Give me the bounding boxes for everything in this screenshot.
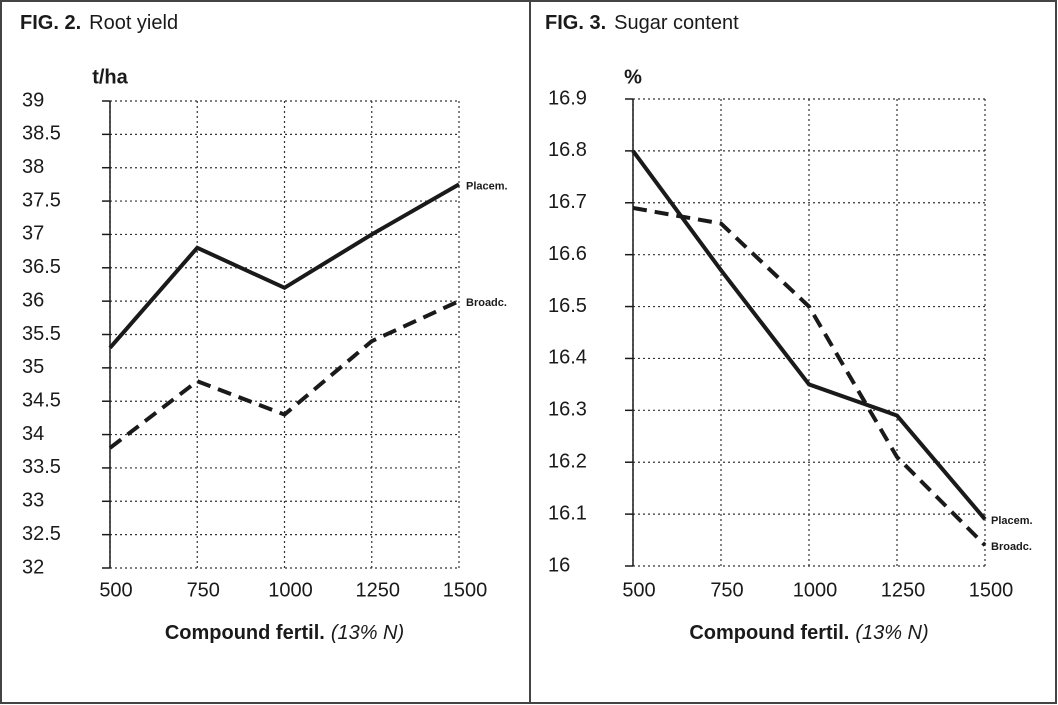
y-tick-label: 35 — [22, 356, 44, 378]
series-label: Broadc. — [991, 541, 1032, 553]
y-tick-label: 32.5 — [22, 523, 61, 545]
x-tick-label: 500 — [99, 579, 132, 601]
series-line — [631, 149, 987, 521]
y-tick-label: 36 — [22, 289, 44, 311]
fig-label: FIG. 2. — [20, 12, 81, 34]
x-axis-label: Compound fertil. (13% N) — [689, 622, 928, 644]
x-tick-label: 750 — [710, 579, 743, 601]
fig-label: FIG. 3. — [545, 12, 606, 34]
y-tick-label: 16.3 — [548, 399, 587, 421]
title-text: Sugar content — [614, 12, 739, 34]
x-axis-label-note: (13% N) — [855, 622, 928, 644]
y-tick-label: 16 — [548, 554, 570, 576]
y-tick-label: 37 — [22, 223, 44, 245]
y-tick-label: 16.1 — [548, 502, 587, 524]
y-tick-label: 34.5 — [22, 389, 61, 411]
series-label: Placem. — [991, 515, 1033, 527]
y-axis-label: t/ha — [92, 66, 128, 88]
y-tick-label: 38.5 — [22, 123, 61, 145]
series-line — [632, 205, 987, 547]
series-line — [108, 182, 460, 350]
x-axis-label-main: Compound fertil. — [689, 622, 849, 644]
y-tick-label: 33.5 — [22, 456, 61, 478]
y-tick-label: 16.5 — [548, 295, 587, 317]
x-tick-label: 1500 — [443, 579, 488, 601]
y-tick-label: 16.2 — [548, 451, 587, 473]
x-tick-label: 1250 — [881, 579, 926, 601]
x-tick-label: 1000 — [268, 579, 313, 601]
y-tick-label: 16.8 — [548, 139, 587, 161]
x-tick-label: 1500 — [969, 579, 1014, 601]
y-tick-label: 34 — [22, 423, 44, 445]
title-text: Root yield — [89, 12, 178, 34]
x-axis-label-note: (13% N) — [331, 622, 404, 644]
x-axis-label: Compound fertil. (13% N) — [165, 622, 404, 644]
chart-title: FIG. 2. Root yield — [20, 12, 178, 34]
y-tick-label: 32 — [22, 556, 44, 578]
x-tick-label: 1250 — [356, 579, 401, 601]
y-tick-label: 16.9 — [548, 87, 587, 109]
y-tick-label: 16.4 — [548, 347, 587, 369]
y-tick-label: 36.5 — [22, 256, 61, 278]
y-tick-label: 16.6 — [548, 243, 587, 265]
y-tick-label: 16.7 — [548, 191, 587, 213]
x-axis-label-main: Compound fertil. — [165, 622, 325, 644]
series-label: Broadc. — [466, 297, 507, 309]
y-axis-label: % — [624, 66, 642, 88]
y-tick-label: 33 — [22, 490, 44, 512]
y-tick-label: 35.5 — [22, 323, 61, 345]
x-tick-label: 500 — [622, 579, 655, 601]
y-tick-label: 39 — [22, 89, 44, 111]
chart-title: FIG. 3. Sugar content — [545, 12, 739, 34]
y-tick-label: 37.5 — [22, 189, 61, 211]
x-tick-label: 750 — [187, 579, 220, 601]
series-label: Placem. — [466, 180, 508, 192]
series-line — [108, 299, 460, 450]
x-tick-label: 1000 — [793, 579, 838, 601]
y-tick-label: 38 — [22, 156, 44, 178]
